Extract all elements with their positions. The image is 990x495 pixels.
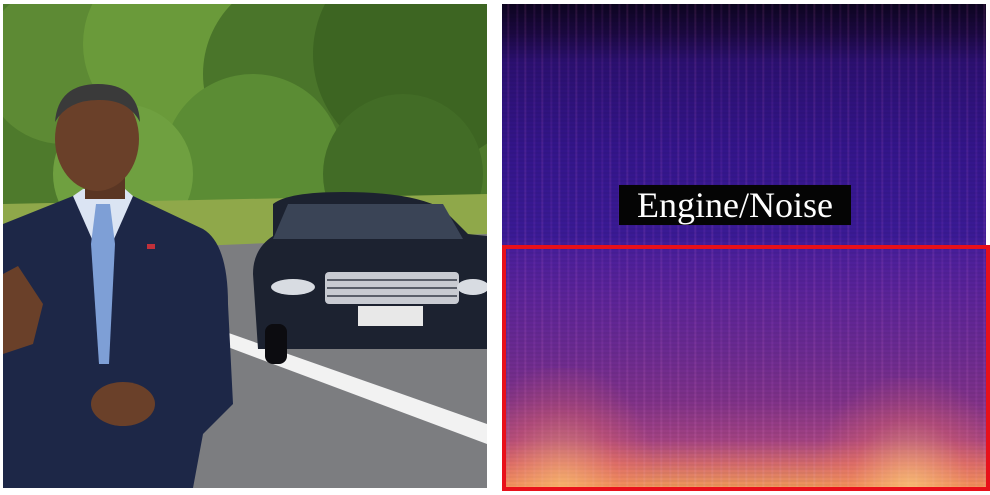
photo-illustration: [3, 4, 487, 488]
spectrogram-energy-left: [502, 368, 652, 488]
highlight-box: [502, 245, 990, 491]
person-shape: [3, 84, 233, 488]
photo-panel: [3, 4, 487, 488]
car-shape: [253, 192, 487, 364]
engine-noise-label: Engine/Noise: [619, 185, 851, 225]
spectrogram-energy-right: [816, 378, 986, 488]
